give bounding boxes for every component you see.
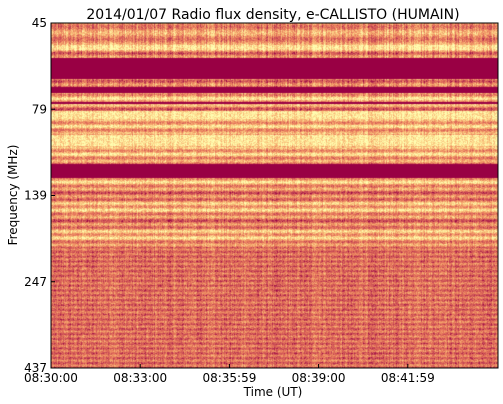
y-tick-label: 139 bbox=[24, 189, 47, 203]
y-tick-label: 79 bbox=[32, 102, 47, 116]
y-axis: 45 79 139 247 437 bbox=[24, 16, 55, 375]
spectrogram-heatmap bbox=[51, 23, 498, 368]
x-axis-label: Time (UT) bbox=[243, 385, 303, 399]
chart-title: 2014/01/07 Radio flux density, e-CALLIST… bbox=[86, 7, 459, 23]
y-tick-label: 247 bbox=[24, 275, 47, 289]
x-axis: 08:30:00 08:33:00 08:35:59 08:39:00 08:41:59 bbox=[24, 364, 435, 385]
x-tick-label: 08:41:59 bbox=[381, 371, 435, 385]
y-axis-label: Frequency (MHz) bbox=[6, 145, 20, 246]
x-tick-label: 08:30:00 bbox=[24, 371, 78, 385]
x-tick-label: 08:33:00 bbox=[113, 371, 167, 385]
plot-area bbox=[50, 22, 499, 369]
y-tick-label: 437 bbox=[24, 361, 47, 375]
x-tick-label: 08:39:00 bbox=[292, 371, 346, 385]
y-tick-label: 45 bbox=[32, 16, 47, 30]
x-tick-label: 08:35:59 bbox=[202, 371, 256, 385]
